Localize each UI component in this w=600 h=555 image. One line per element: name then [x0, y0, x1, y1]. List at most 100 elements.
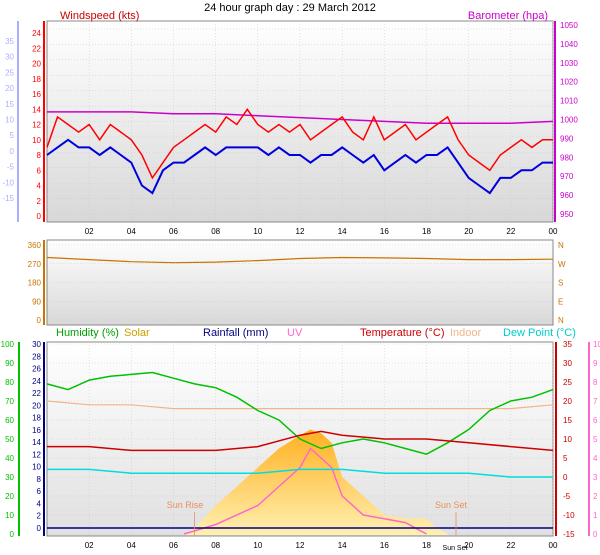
temperature-tick: -15 [563, 530, 575, 539]
uv-tick: 4 [593, 454, 598, 463]
x-tick-label: 18 [422, 227, 431, 236]
compass-tick: N [558, 241, 564, 250]
barometer-tick: 960 [560, 191, 574, 200]
humidity-tick: 70 [5, 397, 14, 406]
indoor-line [46, 400, 554, 410]
direction-tick: 270 [28, 260, 42, 269]
outer-tick: 30 [5, 53, 14, 62]
temperature-tick: 25 [563, 378, 572, 387]
x-tick-label: 20 [464, 227, 473, 236]
rainfall-tick: 20 [32, 401, 41, 410]
barometer-line [47, 111, 554, 125]
outer-tick: 10 [5, 116, 14, 125]
barometer-tick: 1020 [560, 78, 578, 87]
windspeed-tick: 14 [32, 105, 41, 114]
windspeed-tick: 0 [37, 212, 42, 221]
outer-tick: 0 [10, 147, 15, 156]
outer-tick: 35 [5, 37, 14, 46]
direction-degree-axis: 360 270 180 90 0 [28, 240, 45, 325]
windspeed-tick: 18 [32, 75, 41, 84]
barometer-tick: 1030 [560, 59, 578, 68]
humidity-tick: 10 [5, 511, 14, 520]
wind-x-axis: 02 04 06 08 10 12 14 16 18 20 22 00 [85, 227, 558, 236]
x-tick-label: 16 [380, 541, 389, 550]
rainfall-label: Rainfall (mm) [203, 327, 268, 339]
windspeed-tick: 20 [32, 60, 41, 69]
x-tick-label: 00 [549, 541, 558, 550]
x-tick-label: 18 [422, 541, 431, 550]
direction-line [46, 256, 554, 264]
windspeed-avg-line [46, 138, 553, 195]
humidity-tick: 100 [1, 340, 15, 349]
barometer-tick: 1040 [560, 40, 578, 49]
x-tick-label: 14 [338, 541, 347, 550]
humidity-tick: 40 [5, 454, 14, 463]
x-tick-label: 10 [253, 541, 262, 550]
x-tick-label: 22 [506, 541, 515, 550]
uv-tick: 2 [593, 492, 598, 501]
uv-tick: 8 [593, 378, 598, 387]
chart-title: 24 hour graph day : 29 March 2012 [204, 2, 376, 14]
windspeed-tick: 24 [32, 29, 41, 38]
barometer-tick: 970 [560, 172, 574, 181]
x-tick-label: 02 [85, 227, 94, 236]
rainfall-tick: 14 [32, 438, 41, 447]
climate-panel: Humidity (%) Solar Rainfall (mm) UV Temp… [1, 327, 600, 552]
sun-label: Sun Set [435, 500, 468, 510]
x-tick-label: 08 [211, 227, 220, 236]
direction-tick: 180 [28, 279, 42, 288]
humidity-tick: 30 [5, 473, 14, 482]
x-tick-label: 16 [380, 227, 389, 236]
humidity-tick: 0 [10, 530, 15, 539]
compass-tick: E [558, 297, 563, 306]
uv-tick: 3 [593, 473, 598, 482]
humidity-label: Humidity (%) [56, 327, 119, 339]
uv-tick: 5 [593, 435, 598, 444]
uv-label: UV [287, 327, 303, 339]
windspeed-tick: 8 [37, 151, 42, 160]
barometer-tick: 990 [560, 134, 574, 143]
humidity-line [46, 371, 554, 456]
rainfall-tick: 6 [37, 487, 42, 496]
outer-tick: -5 [7, 163, 15, 172]
rainfall-tick: 22 [32, 389, 41, 398]
direction-tick: 90 [32, 297, 41, 306]
uv-tick: 0 [593, 530, 598, 539]
windspeed-tick: 22 [32, 44, 41, 53]
rainfall-tick: 10 [32, 463, 41, 472]
barometer-label: Barometer (hpa) [468, 10, 548, 22]
direction-panel: 360 270 180 90 0 N W SE N [28, 239, 566, 326]
direction-compass-axis: N W SE N [558, 241, 566, 325]
x-tick-label: 12 [296, 227, 305, 236]
compass-tick: W [558, 260, 566, 269]
wind-grid [47, 21, 554, 222]
rainfall-tick: 12 [32, 450, 41, 459]
outer-tick: 20 [5, 84, 14, 93]
x-tick-label: 12 [296, 541, 305, 550]
wind-panel: Windspeed (kts) Barometer (hpa) 24222018… [2, 10, 578, 236]
wind-series [46, 107, 554, 195]
temperature-line [47, 430, 554, 452]
rainfall-tick: 28 [32, 352, 41, 361]
sun-label: Sun Set [443, 545, 468, 552]
direction-tick: 360 [28, 241, 42, 250]
windspeed-tick: 2 [37, 197, 42, 206]
dewpoint-line [47, 468, 553, 478]
rainfall-tick: 26 [32, 365, 41, 374]
x-tick-label: 04 [127, 227, 136, 236]
rainfall-tick: 8 [37, 475, 42, 484]
x-tick-label: 04 [127, 541, 136, 550]
windspeed-tick: 16 [32, 90, 41, 99]
temperature-tick: 15 [563, 416, 572, 425]
rainfall-tick: 2 [37, 512, 42, 521]
temperature-tick: 0 [563, 473, 568, 482]
x-tick-label: 06 [169, 541, 178, 550]
indoor-label: Indoor [450, 327, 482, 339]
climate-series [46, 371, 554, 535]
temperature-tick: 35 [563, 340, 572, 349]
direction-tick: 0 [37, 316, 42, 325]
windspeed-label: Windspeed (kts) [60, 10, 139, 22]
sun-annotations: Sun Rise Sun Set Sun Set [167, 500, 468, 552]
